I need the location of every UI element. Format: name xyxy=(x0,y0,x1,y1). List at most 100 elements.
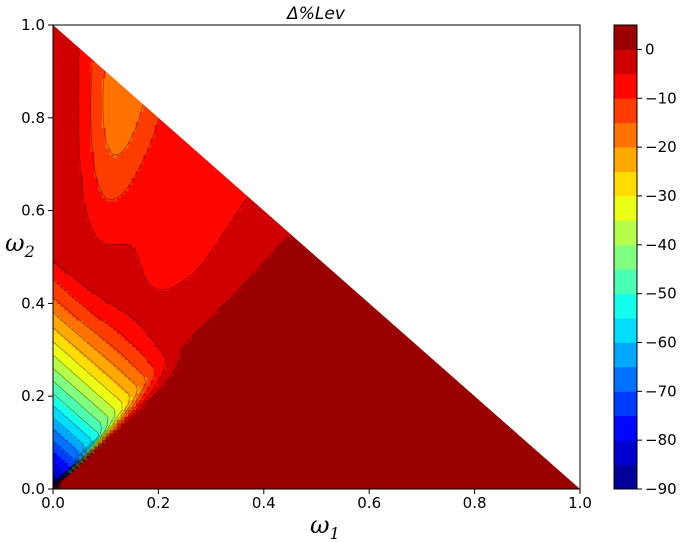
contour-cell xyxy=(128,379,133,384)
contour-cell xyxy=(320,412,325,417)
contour-cell xyxy=(414,455,419,460)
contour-cell xyxy=(467,389,472,394)
contour-cell xyxy=(452,452,457,457)
contour-cell xyxy=(418,396,423,401)
contour-cell xyxy=(143,399,148,404)
contour-cell xyxy=(248,469,254,474)
contour-cell xyxy=(301,349,306,354)
contour-cell xyxy=(105,369,111,374)
contour-cell xyxy=(365,392,370,397)
contour-cell xyxy=(90,485,95,489)
contour-cell xyxy=(207,392,212,397)
contour-cell xyxy=(211,363,216,367)
contour-cell xyxy=(297,356,303,361)
contour-cell xyxy=(361,389,367,394)
contour-cell xyxy=(293,462,299,467)
contour-cell xyxy=(218,452,223,457)
contour-cell xyxy=(184,465,190,470)
contour-cell xyxy=(60,462,65,467)
contour-cell xyxy=(436,469,442,474)
contour-cell xyxy=(365,459,370,464)
contour-cell xyxy=(260,419,265,424)
contour-cell xyxy=(331,389,336,394)
contour-cell xyxy=(260,363,265,367)
contour-cell xyxy=(410,459,415,464)
contour-cell xyxy=(421,435,427,440)
contour-cell xyxy=(561,472,566,477)
contour-cell xyxy=(357,406,363,411)
contour-cell xyxy=(482,485,487,489)
contour-cell xyxy=(335,452,340,457)
contour-cell xyxy=(233,382,239,387)
contour-cell xyxy=(399,465,404,470)
contour-cell xyxy=(60,435,65,440)
contour-cell xyxy=(229,373,235,377)
contour-cell xyxy=(436,363,442,367)
contour-cell xyxy=(169,479,175,483)
contour-cell xyxy=(301,459,306,464)
contour-cell xyxy=(376,469,382,474)
contour-cell xyxy=(388,389,393,394)
contour-cell xyxy=(327,482,333,487)
contour-cell xyxy=(116,416,122,420)
contour-cell xyxy=(226,445,231,450)
contour-cell xyxy=(478,485,483,489)
contour-cell xyxy=(305,353,310,358)
contour-cell xyxy=(248,426,254,430)
contour-cell xyxy=(94,382,99,387)
contour-cell xyxy=(482,445,487,450)
contour-cell xyxy=(350,432,355,437)
contour-cell xyxy=(339,353,344,358)
contour-cell xyxy=(448,469,453,474)
contour-cell xyxy=(278,363,284,367)
contour-cell xyxy=(196,412,201,417)
contour-cell xyxy=(308,422,314,427)
contour-cell xyxy=(421,376,427,381)
contour-cell xyxy=(75,452,80,457)
contour-cell xyxy=(60,465,65,470)
contour-cell xyxy=(301,462,306,467)
contour-cell xyxy=(301,409,306,414)
contour-cell xyxy=(305,402,310,407)
contour-cell xyxy=(482,412,487,417)
contour-cell xyxy=(399,376,404,381)
contour-cell xyxy=(470,409,476,414)
contour-cell xyxy=(500,459,506,464)
contour-cell xyxy=(376,462,382,467)
contour-cell xyxy=(98,366,103,371)
contour-cell xyxy=(538,452,543,457)
contour-cell xyxy=(297,442,303,447)
contour-cell xyxy=(324,363,329,367)
contour-cell xyxy=(331,396,336,401)
contour-cell xyxy=(203,379,208,384)
contour-cell xyxy=(542,485,547,489)
contour-cell xyxy=(410,449,415,454)
contour-cell xyxy=(139,465,144,470)
contour-cell xyxy=(380,379,385,384)
contour-cell xyxy=(357,369,363,374)
contour-cell xyxy=(218,379,223,384)
contour-cell xyxy=(86,429,92,434)
contour-cell xyxy=(64,439,69,444)
contour-cell xyxy=(71,386,77,391)
contour-cell xyxy=(128,359,133,364)
contour-cell xyxy=(380,475,385,480)
contour-cell xyxy=(388,475,393,480)
contour-cell xyxy=(380,485,385,489)
contour-cell xyxy=(192,449,197,454)
contour-cell xyxy=(180,409,186,414)
contour-cell xyxy=(226,432,231,437)
contour-cell xyxy=(346,449,351,454)
contour-cell xyxy=(188,435,193,440)
contour-cell xyxy=(549,482,555,487)
contour-cell xyxy=(203,376,208,381)
contour-cell xyxy=(275,406,280,411)
contour-cell xyxy=(354,465,359,470)
contour-cell xyxy=(105,402,111,407)
contour-cell xyxy=(346,465,351,470)
contour-cell xyxy=(361,363,367,367)
contour-cell xyxy=(474,412,479,417)
contour-cell xyxy=(290,376,295,381)
contour-cell xyxy=(79,419,84,424)
contour-cell xyxy=(339,366,344,371)
